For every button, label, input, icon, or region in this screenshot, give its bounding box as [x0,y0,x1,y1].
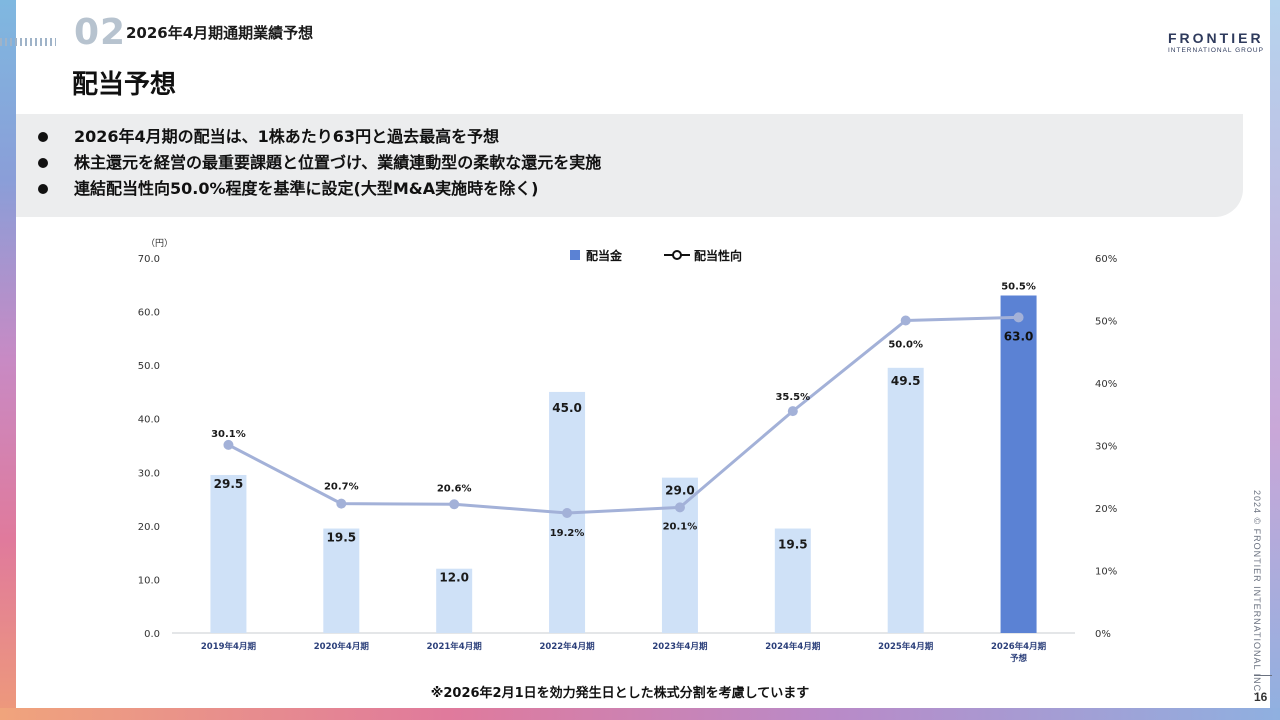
y-tick-label: 70.0 [138,254,160,265]
payout-ratio-point-3 [449,499,460,510]
summary-bullet: 連結配当性向50.0%程度を基準に設定(大型M&A実施時を除く) [38,176,1243,202]
bar-value-label: 45.0 [552,401,582,415]
payout-ratio-point-2 [336,498,347,509]
bar-8 [1000,295,1037,633]
payout-ratio-label: 50.0% [888,340,923,351]
x-tick-label: 2019年4月期 [201,641,257,652]
y-tick-label: 40.0 [138,415,160,426]
x-tick-label: 2023年4月期 [652,641,708,652]
payout-ratio-label: 35.5% [775,392,810,403]
payout-ratio-label: 30.1% [211,429,246,440]
right-gradient-edge [1270,0,1280,720]
x-tick-label: 2021年4月期 [427,641,483,652]
bar-1 [210,474,247,633]
payout-ratio-point-7 [900,315,911,326]
payout-ratio-point-4 [562,508,573,518]
bar-6 [774,528,811,633]
payout-ratio-point-8 [1013,312,1024,323]
section-number: 02 [74,12,127,53]
bar-value-label: 19.5 [778,538,808,552]
y2-tick-label: 40% [1095,379,1117,390]
bottom-gradient-edge [0,708,1280,720]
y2-tick-label: 10% [1095,567,1117,578]
sound-wave-icon [1095,25,1157,58]
bar-3 [436,568,473,633]
y-tick-label: 10.0 [138,575,160,586]
payout-ratio-label: 20.7% [324,482,359,493]
logo-wordmark: FRONTIER [1168,30,1264,46]
payout-ratio-point-6 [787,406,798,417]
page-number: 16 [1254,690,1268,704]
y-tick-label: 50.0 [138,361,160,372]
dividend-chart: （円） 0.0 10.0 20.0 30.0 40.0 50.0 60.0 70.0 0% 10% 2… [138,238,1118,664]
x-tick-label: 2026年4月期 [991,641,1047,652]
legend-swatch-marker [672,250,682,260]
logo-subtitle: INTERNATIONAL GROUP [1168,47,1264,54]
bar-value-label: 29.5 [214,477,244,491]
summary-box: 2026年4月期の配当は、1株あたり63円と過去最高を予想 株主還元を経営の最重… [16,114,1243,217]
payout-ratio-point-1 [223,439,234,450]
payout-ratio-label: 50.5% [1001,281,1036,292]
y-axis-unit: （円） [146,238,173,249]
bar-value-label: 63.0 [1004,330,1034,344]
payout-ratio-line [227,315,1019,515]
legend-label-payout: 配当性向 [694,248,742,263]
x-tick-label: 2025年4月期 [878,641,934,652]
bar-2 [323,528,360,633]
y2-tick-label: 30% [1095,442,1117,453]
tick-marks-decoration [0,38,56,46]
y2-tick-label: 0% [1095,629,1111,640]
left-gradient-edge [0,0,16,720]
bar-5 [661,477,698,633]
payout-ratio-label: 19.2% [550,528,585,539]
summary-bullet: 2026年4月期の配当は、1株あたり63円と過去最高を予想 [38,124,1243,150]
y-tick-label: 60.0 [138,308,160,319]
section-title: 2026年4月期通期業績予想 [126,24,314,42]
summary-list: 2026年4月期の配当は、1株あたり63円と過去最高を予想 株主還元を経営の最重… [16,114,1243,202]
payout-ratio-label: 20.6% [437,483,472,494]
x-tick-label: 2020年4月期 [314,641,370,652]
payout-ratio-label: 20.1% [663,521,698,532]
legend-label-dividend: 配当金 [586,248,623,263]
y2-tick-label: 60% [1095,254,1117,265]
copyright: 2024 © FRONTIER INTERNATIONAL INC. [1252,490,1262,696]
y-tick-label: 20.0 [138,522,160,533]
payout-ratio-point-5 [674,502,685,513]
summary-bullet: 株主還元を経営の最重要課題と位置づけ、業績連動型の柔軟な還元を実施 [38,150,1243,176]
y2-tick-label: 50% [1095,317,1117,328]
x-tick-label: 予想 [1010,653,1028,664]
bar-value-label: 29.0 [665,484,695,498]
bar-value-label: 12.0 [439,571,469,585]
y2-tick-label: 20% [1095,504,1117,515]
x-tick-label: 2022年4月期 [540,641,596,652]
page-title: 配当予想 [72,70,177,100]
y-tick-label: 30.0 [138,468,160,479]
page-number-rule [1254,675,1272,676]
footnote: ※2026年2月1日を効力発生日とした株式分割を考慮しています [430,686,810,701]
bar-7 [887,367,924,633]
bar-value-label: 49.5 [891,374,921,388]
legend-swatch-dividend [570,250,580,260]
x-tick-label: 2024年4月期 [765,641,821,652]
bar-value-label: 19.5 [327,531,357,545]
y-tick-label: 0.0 [144,629,160,640]
